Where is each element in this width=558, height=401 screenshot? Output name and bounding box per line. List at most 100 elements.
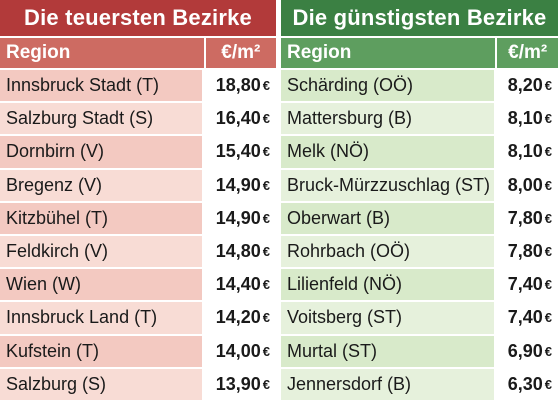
price-cell: 8,00 €: [496, 169, 558, 201]
price-cell: 14,90 €: [204, 169, 276, 201]
price-value: 18,80: [215, 75, 261, 96]
region-cell: Bruck-Mürzzuschlag (ST): [281, 169, 494, 201]
table-row: Bruck-Mürzzuschlag (ST) 8,00 €: [281, 169, 558, 201]
price-cell: 8,20 €: [496, 70, 558, 102]
table-row: Schärding (OÖ) 8,20 €: [281, 70, 558, 102]
region-cell: Wien (W): [0, 269, 202, 301]
price-cell: 6,90 €: [496, 335, 558, 367]
price-value: 8,00: [507, 174, 543, 195]
price-value: 7,40: [507, 274, 543, 295]
region-column-header: Region: [281, 38, 496, 68]
table-row: Kitzbühel (T) 14,90 €: [0, 202, 276, 234]
price-value: 14,00: [215, 340, 261, 361]
region-cell: Dornbirn (V): [0, 136, 202, 168]
price-cell: 7,80 €: [496, 202, 558, 234]
price-value: 8,10: [507, 108, 543, 129]
price-value: 15,40: [215, 141, 261, 162]
price-cell: 14,20 €: [204, 302, 276, 334]
region-cell: Oberwart (B): [281, 202, 494, 234]
price-value: 13,90: [215, 373, 261, 394]
price-cell: 7,40 €: [496, 302, 558, 334]
price-value: 16,40: [215, 108, 261, 129]
euro-unit: €: [262, 244, 270, 260]
euro-unit: €: [262, 144, 270, 160]
price-cell: 18,80 €: [204, 70, 276, 102]
expensive-table-header: Region €/m²: [0, 38, 276, 68]
table-row: Voitsberg (ST) 7,40 €: [281, 302, 558, 334]
price-cell: 13,90 €: [204, 368, 276, 400]
region-cell: Jennersdorf (B): [281, 368, 494, 400]
price-cell: 16,40 €: [204, 103, 276, 135]
expensive-table-body: Innsbruck Stadt (T) 18,80 € Salzburg Stadt …: [0, 68, 276, 400]
euro-unit: €: [262, 177, 270, 193]
euro-unit: €: [544, 111, 552, 127]
price-value: 14,80: [215, 241, 261, 262]
price-cell: 15,40 €: [204, 136, 276, 168]
price-cell: 6,30 €: [496, 368, 558, 400]
euro-unit: €: [544, 78, 552, 94]
cheapest-table-header: Region €/m²: [281, 38, 558, 68]
table-row: Murtal (ST) 6,90 €: [281, 335, 558, 367]
price-value: 14,90: [215, 207, 261, 228]
cheapest-table-title: Die günstigsten Bezirke: [281, 0, 558, 36]
table-row: Innsbruck Land (T) 14,20 €: [0, 302, 276, 334]
region-cell: Feldkirch (V): [0, 235, 202, 268]
region-cell: Bregenz (V): [0, 169, 202, 201]
cheapest-districts-table: Die günstigsten Bezirke Region €/m² Schä…: [281, 0, 558, 401]
table-row: Wien (W) 14,40 €: [0, 269, 276, 301]
table-row: Bregenz (V) 14,90 €: [0, 169, 276, 201]
region-cell: Salzburg Stadt (S): [0, 103, 202, 135]
price-value: 6,30: [507, 373, 543, 394]
price-value: 14,90: [215, 174, 261, 195]
table-row: Kufstein (T) 14,00 €: [0, 335, 276, 367]
price-column-header: €/m²: [497, 38, 558, 68]
price-value: 6,90: [507, 340, 543, 361]
region-cell: Rohrbach (OÖ): [281, 235, 494, 268]
region-cell: Murtal (ST): [281, 335, 494, 367]
region-cell: Lilienfeld (NÖ): [281, 269, 494, 301]
table-row: Melk (NÖ) 8,10 €: [281, 136, 558, 168]
price-value: 7,80: [507, 241, 543, 262]
cheapest-table-body: Schärding (OÖ) 8,20 € Mattersburg (B) 8,10 € M…: [281, 68, 558, 400]
price-cell: 14,00 €: [204, 335, 276, 367]
region-column-header: Region: [0, 38, 204, 68]
region-cell: Innsbruck Land (T): [0, 302, 202, 334]
price-value: 7,40: [507, 307, 543, 328]
price-column-header: €/m²: [205, 38, 276, 68]
price-value: 7,80: [507, 207, 543, 228]
region-cell: Innsbruck Stadt (T): [0, 70, 202, 102]
expensive-districts-table: Die teuersten Bezirke Region €/m² Innsbr…: [0, 0, 276, 401]
euro-unit: €: [262, 78, 270, 94]
price-cell: 7,40 €: [496, 269, 558, 301]
price-value: 14,40: [215, 274, 261, 295]
price-value: 8,20: [507, 75, 543, 96]
euro-unit: €: [544, 177, 552, 193]
price-cell: 8,10 €: [496, 103, 558, 135]
euro-unit: €: [262, 343, 270, 359]
table-row: Mattersburg (B) 8,10 €: [281, 103, 558, 135]
price-cell: 14,80 €: [204, 235, 276, 268]
euro-unit: €: [262, 210, 270, 226]
table-row: Salzburg (S) 13,90 €: [0, 368, 276, 400]
region-cell: Kitzbühel (T): [0, 202, 202, 234]
region-cell: Melk (NÖ): [281, 136, 494, 168]
euro-unit: €: [544, 310, 552, 326]
table-row: Oberwart (B) 7,80 €: [281, 202, 558, 234]
table-row: Jennersdorf (B) 6,30 €: [281, 368, 558, 400]
euro-unit: €: [544, 210, 552, 226]
euro-unit: €: [262, 310, 270, 326]
euro-unit: €: [262, 376, 270, 392]
table-row: Lilienfeld (NÖ) 7,40 €: [281, 269, 558, 301]
region-cell: Salzburg (S): [0, 368, 202, 400]
price-cell: 14,90 €: [204, 202, 276, 234]
table-row: Feldkirch (V) 14,80 €: [0, 235, 276, 268]
table-row: Rohrbach (OÖ) 7,80 €: [281, 235, 558, 268]
price-cell: 14,40 €: [204, 269, 276, 301]
euro-unit: €: [262, 111, 270, 127]
region-cell: Mattersburg (B): [281, 103, 494, 135]
table-row: Salzburg Stadt (S) 16,40 €: [0, 103, 276, 135]
euro-unit: €: [544, 343, 552, 359]
euro-unit: €: [544, 144, 552, 160]
price-value: 14,20: [215, 307, 261, 328]
